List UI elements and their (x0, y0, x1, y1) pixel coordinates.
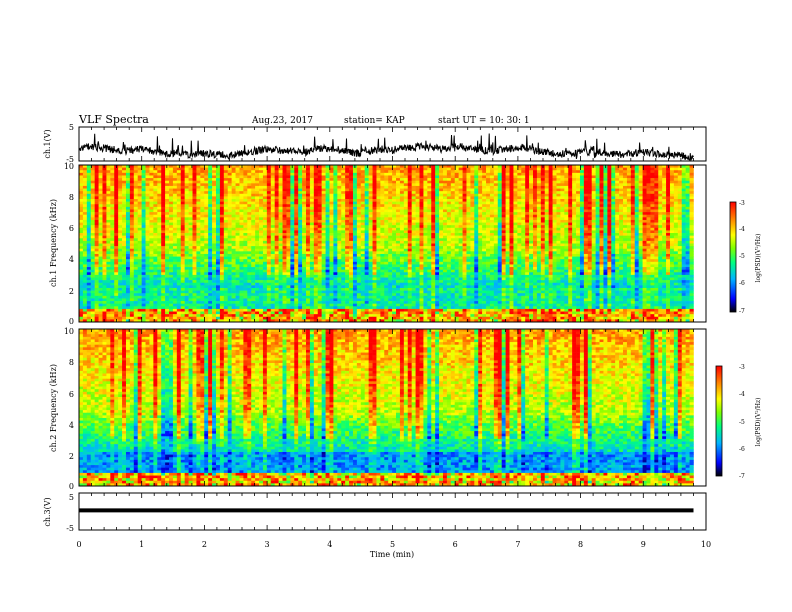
ch2-cb-tick-e: -7 (739, 473, 745, 480)
time-tick-label: 2 (202, 540, 207, 549)
ch1-freq-ylabel: ch.1 Frequency (kHz) (49, 199, 58, 287)
ch1-ylabel: ch.1(V) (43, 129, 52, 158)
ch2-cb-tick-c: -5 (739, 419, 745, 426)
ch1-spectrogram-image (79, 165, 694, 323)
ch1-colorbar-scale (729, 201, 737, 313)
ch1-spectrogram-ticks (78, 165, 707, 322)
ch1-cb-tick-c: -5 (739, 253, 745, 260)
time-tick-label: 4 (327, 540, 332, 549)
ch1-freq-tick-4: 4 (69, 255, 74, 264)
ch1-cb-tick-d: -6 (739, 280, 745, 287)
time-tick-label: 9 (641, 540, 646, 549)
ch2-freq-tick-0: 0 (69, 482, 74, 491)
figure-title: VLF Spectra (78, 113, 149, 126)
ch1-cb-tick-e: -7 (739, 308, 745, 315)
time-tick-label: 1 (139, 540, 144, 549)
ch1-waveform-line (78, 133, 694, 162)
ch1-freq-tick-0: 0 (69, 317, 74, 326)
ch2-freq-tick-8: 8 (69, 358, 74, 367)
ch2-colorbar-scale (715, 365, 723, 477)
start-time-label: start UT = 10: 30: 1 (438, 116, 530, 126)
ch2-spectrogram-image (79, 329, 694, 487)
time-tick-label: 10 (701, 540, 711, 549)
station-label: station= KAP (344, 116, 405, 126)
ch2-freq-tick-6: 6 (69, 390, 74, 399)
ch1-cb-tick-a: -3 (739, 200, 745, 207)
date-label: Aug.23, 2017 (251, 116, 313, 126)
ch1-colorbar: -3 -4 -5 -6 -7 log(PSD)(V²/Hz) (729, 200, 762, 315)
ch2-spectrogram-panel: 0 2 4 6 8 10 ch.2 Frequency (kHz) -3 -4 … (49, 327, 762, 491)
time-axis-tick-labels: 0 1 2 3 4 5 6 7 8 9 10 (76, 540, 711, 549)
ch1-ytick-bottom: -5 (66, 155, 74, 164)
time-tick-label: 5 (390, 540, 395, 549)
ch3-ylabel: ch.3(V) (43, 497, 52, 526)
time-tick-label: 8 (578, 540, 583, 549)
ch1-freq-tick-2: 2 (69, 287, 74, 296)
ch1-waveform-ticks (78, 127, 707, 161)
ch2-colorbar: -3 -4 -5 -6 -7 log(PSD)(V²/Hz) (715, 364, 762, 480)
ch2-freq-tick-4: 4 (69, 421, 74, 430)
time-tick-label: 7 (515, 540, 520, 549)
ch2-colorbar-label: log(PSD)(V²/Hz) (755, 398, 762, 447)
time-tick-label: 0 (76, 540, 81, 549)
ch2-cb-tick-a: -3 (739, 364, 745, 371)
ch2-freq-tick-10: 10 (64, 327, 74, 336)
ch2-freq-tick-2: 2 (69, 452, 74, 461)
ch3-ytick-top: 5 (69, 493, 74, 502)
ch2-freq-ylabel: ch.2 Frequency (kHz) (49, 364, 58, 452)
ch2-spectrogram-ticks (78, 329, 707, 486)
ch1-freq-tick-6: 6 (69, 224, 74, 233)
ch1-freq-tick-10: 10 (64, 162, 74, 171)
ch1-colorbar-label: log(PSD)(V²/Hz) (755, 234, 762, 283)
ch3-waveform-ticks (78, 493, 707, 530)
ch1-ytick-top: 5 (69, 123, 74, 132)
ch2-cb-tick-d: -6 (739, 446, 745, 453)
ch3-ytick-bottom: -5 (66, 524, 74, 533)
time-tick-label: 3 (265, 540, 270, 549)
ch3-waveform-panel: 5 -5 ch.3(V) (43, 492, 707, 533)
time-axis-label: Time (min) (370, 550, 414, 559)
time-tick-label: 6 (453, 540, 458, 549)
ch1-cb-tick-b: -4 (739, 226, 745, 233)
ch1-freq-tick-8: 8 (69, 193, 74, 202)
ch2-cb-tick-b: -4 (739, 391, 745, 398)
ch1-waveform-panel: 5 -5 ch.1(V) (43, 123, 707, 164)
ch1-spectrogram-panel: 0 2 4 6 8 10 ch.1 Frequency (kHz) -3 -4 … (49, 162, 762, 326)
